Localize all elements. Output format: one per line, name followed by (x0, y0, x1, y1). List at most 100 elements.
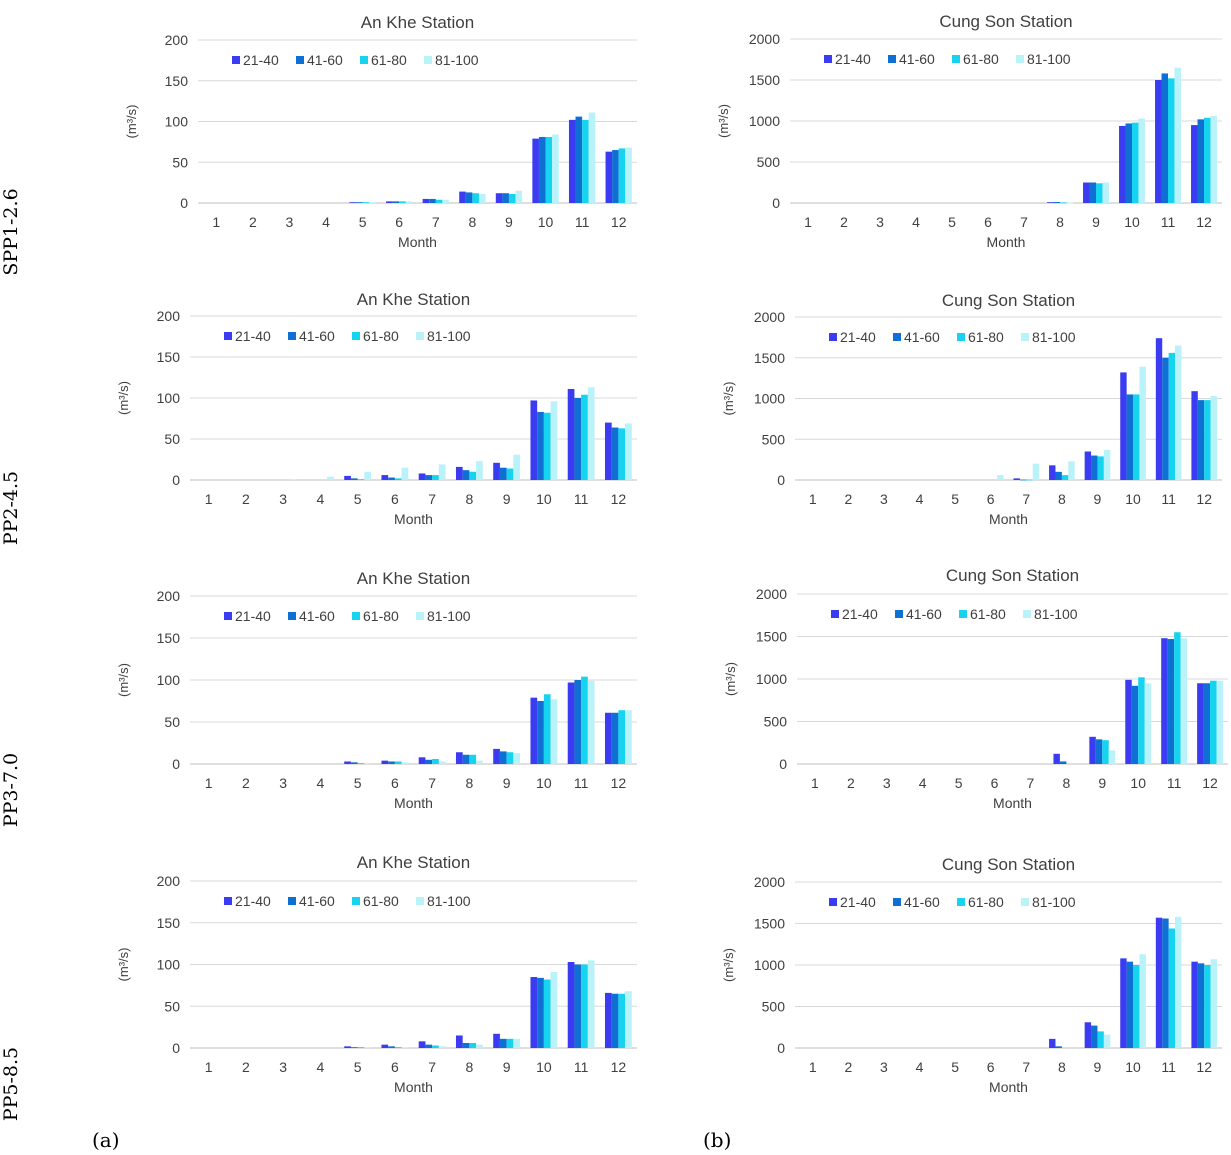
bar-81-100-month-5 (364, 763, 372, 764)
legend-label-21-40: 21-40 (840, 329, 876, 345)
bar-61-80-month-5 (357, 1047, 365, 1048)
bar-61-80-month-9 (1096, 183, 1103, 203)
legend-label-41-60: 41-60 (299, 893, 335, 909)
bar-81-100-month-10 (1144, 683, 1152, 764)
x-axis-label: Month (394, 1079, 433, 1095)
y-axis-label: (m³/s) (721, 382, 736, 416)
y-tick-label: 150 (157, 915, 181, 931)
bar-61-80-month-7 (435, 199, 443, 203)
y-tick-label: 50 (172, 154, 188, 170)
chart-title: Cung Son Station (946, 566, 1079, 585)
bar-21-40-month-6 (381, 1044, 389, 1048)
legend-swatch-21-40 (224, 612, 232, 620)
bar-41-60-month-12 (611, 993, 619, 1048)
legend-label-41-60: 41-60 (307, 52, 343, 68)
x-tick-label: 6 (991, 775, 999, 791)
bar-81-100-month-12 (625, 710, 632, 764)
bar-41-60-month-9 (1091, 1025, 1098, 1048)
x-tick-label: 5 (951, 1059, 959, 1075)
y-tick-label: 500 (757, 154, 781, 170)
chart-title: An Khe Station (357, 853, 470, 872)
bar-21-40-month-7 (422, 198, 430, 203)
bar-61-80-month-11 (1168, 352, 1176, 480)
bar-41-60-month-8 (462, 754, 470, 764)
bar-21-40-month-12 (1191, 125, 1198, 203)
legend-label-21-40: 21-40 (235, 328, 271, 344)
x-tick-label: 5 (354, 491, 362, 507)
x-tick-label: 1 (205, 1059, 213, 1075)
x-tick-label: 1 (205, 491, 213, 507)
bar-61-80-month-7 (432, 758, 439, 764)
bar-21-40-month-11 (1155, 338, 1163, 480)
bar-41-60-month-10 (1126, 961, 1134, 1048)
bar-21-40-month-11 (568, 119, 576, 203)
bar-81-100-month-10 (1139, 366, 1146, 480)
bar-41-60-month-11 (575, 116, 583, 203)
x-tick-label: 6 (391, 491, 399, 507)
bar-61-80-month-12 (618, 993, 626, 1048)
bar-81-100-month-10 (550, 401, 558, 480)
bar-21-40-month-12 (604, 712, 612, 764)
bar-21-40-month-5 (344, 475, 351, 480)
x-tick-label: 9 (1092, 214, 1100, 230)
x-tick-label: 7 (1022, 1059, 1030, 1075)
bar-81-100-month-8 (476, 1044, 483, 1048)
legend-label-21-40: 21-40 (243, 52, 279, 68)
bar-41-60-month-5 (356, 202, 363, 203)
bar-21-40-month-11 (567, 682, 575, 764)
bar-21-40-month-9 (493, 1033, 500, 1048)
x-tick-label: 9 (503, 775, 511, 791)
y-axis-label: (m³/s) (124, 105, 139, 139)
y-tick-label: 50 (164, 431, 180, 447)
y-tick-label: 100 (157, 390, 181, 406)
x-tick-label: 1 (212, 214, 220, 230)
legend-label-61-80: 61-80 (363, 893, 399, 909)
bar-61-80-month-9 (506, 468, 514, 480)
bar-81-100-month-6 (401, 762, 409, 764)
bar-61-80-month-8 (472, 193, 479, 203)
bar-21-40-month-7 (1013, 478, 1020, 480)
x-tick-label: 4 (916, 1059, 924, 1075)
y-tick-label: 0 (779, 756, 787, 772)
bar-41-60-month-11 (1162, 357, 1169, 480)
x-tick-label: 5 (354, 1059, 362, 1075)
bar-61-80-month-12 (1204, 117, 1211, 203)
bar-81-100-month-10 (550, 972, 558, 1048)
x-tick-label: 9 (1098, 775, 1106, 791)
bar-21-40-month-7 (418, 1041, 426, 1048)
legend-swatch-41-60 (288, 612, 296, 620)
bar-21-40-month-10 (1125, 679, 1132, 764)
bar-81-100-month-12 (1210, 959, 1218, 1048)
x-tick-label: 9 (503, 491, 511, 507)
y-tick-label: 50 (164, 714, 180, 730)
x-tick-label: 12 (1196, 491, 1212, 507)
bar-61-80-month-9 (506, 752, 514, 764)
x-tick-label: 12 (611, 491, 627, 507)
bar-81-100-month-7 (438, 464, 446, 480)
bar-81-100-month-8 (476, 760, 483, 764)
bar-41-60-month-11 (1167, 639, 1175, 764)
legend-label-61-80: 61-80 (363, 608, 399, 624)
legend-label-81-100: 81-100 (435, 52, 479, 68)
y-tick-label: 0 (172, 472, 180, 488)
bar-61-80-month-6 (394, 761, 402, 764)
x-tick-label: 7 (1027, 775, 1035, 791)
x-tick-label: 5 (354, 775, 362, 791)
bar-21-40-month-11 (567, 962, 575, 1048)
bar-81-100-month-4 (327, 476, 334, 480)
y-axis-label: (m³/s) (721, 948, 736, 982)
x-tick-label: 7 (428, 775, 436, 791)
chart-title: An Khe Station (357, 290, 470, 309)
legend-label-61-80: 61-80 (963, 51, 999, 67)
bar-81-100-month-10 (552, 134, 559, 203)
x-tick-label: 10 (1125, 491, 1141, 507)
y-tick-label: 200 (165, 32, 189, 48)
bar-41-60-month-11 (574, 964, 582, 1048)
legend-swatch-61-80 (360, 56, 368, 64)
x-axis-label: Month (993, 795, 1032, 811)
bar-21-40-month-9 (495, 193, 503, 203)
bar-21-40-month-9 (493, 462, 500, 480)
bar-61-80-month-10 (543, 412, 551, 480)
legend-label-41-60: 41-60 (899, 51, 935, 67)
